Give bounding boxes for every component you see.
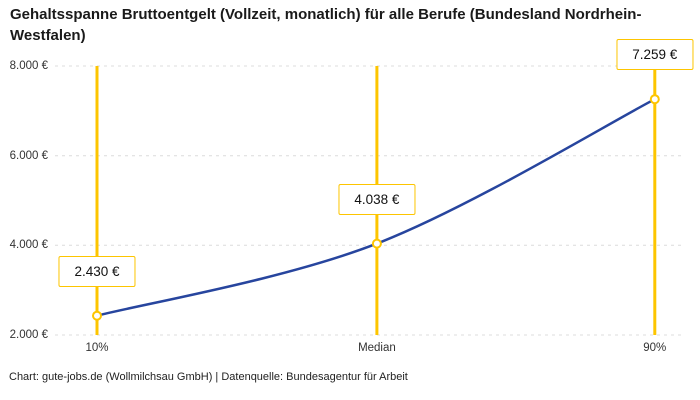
- y-tick-label: 4.000 €: [9, 239, 48, 252]
- y-tick-label: 2.000 €: [9, 329, 48, 341]
- chart-title: Gehaltsspanne Bruttoentgelt (Vollzeit, m…: [10, 6, 642, 44]
- value-label-box: 4.038 €: [338, 183, 416, 215]
- y-tick-label: 6.000 €: [9, 149, 48, 162]
- value-label-box: 2.430 €: [58, 255, 136, 287]
- value-label-box: 7.259 €: [616, 39, 694, 71]
- x-tick-label: Median: [358, 342, 396, 354]
- y-tick-label: 8.000 €: [9, 60, 48, 72]
- point-marker: [92, 310, 102, 321]
- x-tick-label: 10%: [85, 342, 109, 354]
- point-marker: [371, 238, 382, 249]
- point-marker: [649, 94, 660, 105]
- x-tick-label: 90%: [643, 342, 667, 354]
- chart-footer: Chart: gute-jobs.de (Wollmilchsau GmbH) …: [9, 371, 408, 383]
